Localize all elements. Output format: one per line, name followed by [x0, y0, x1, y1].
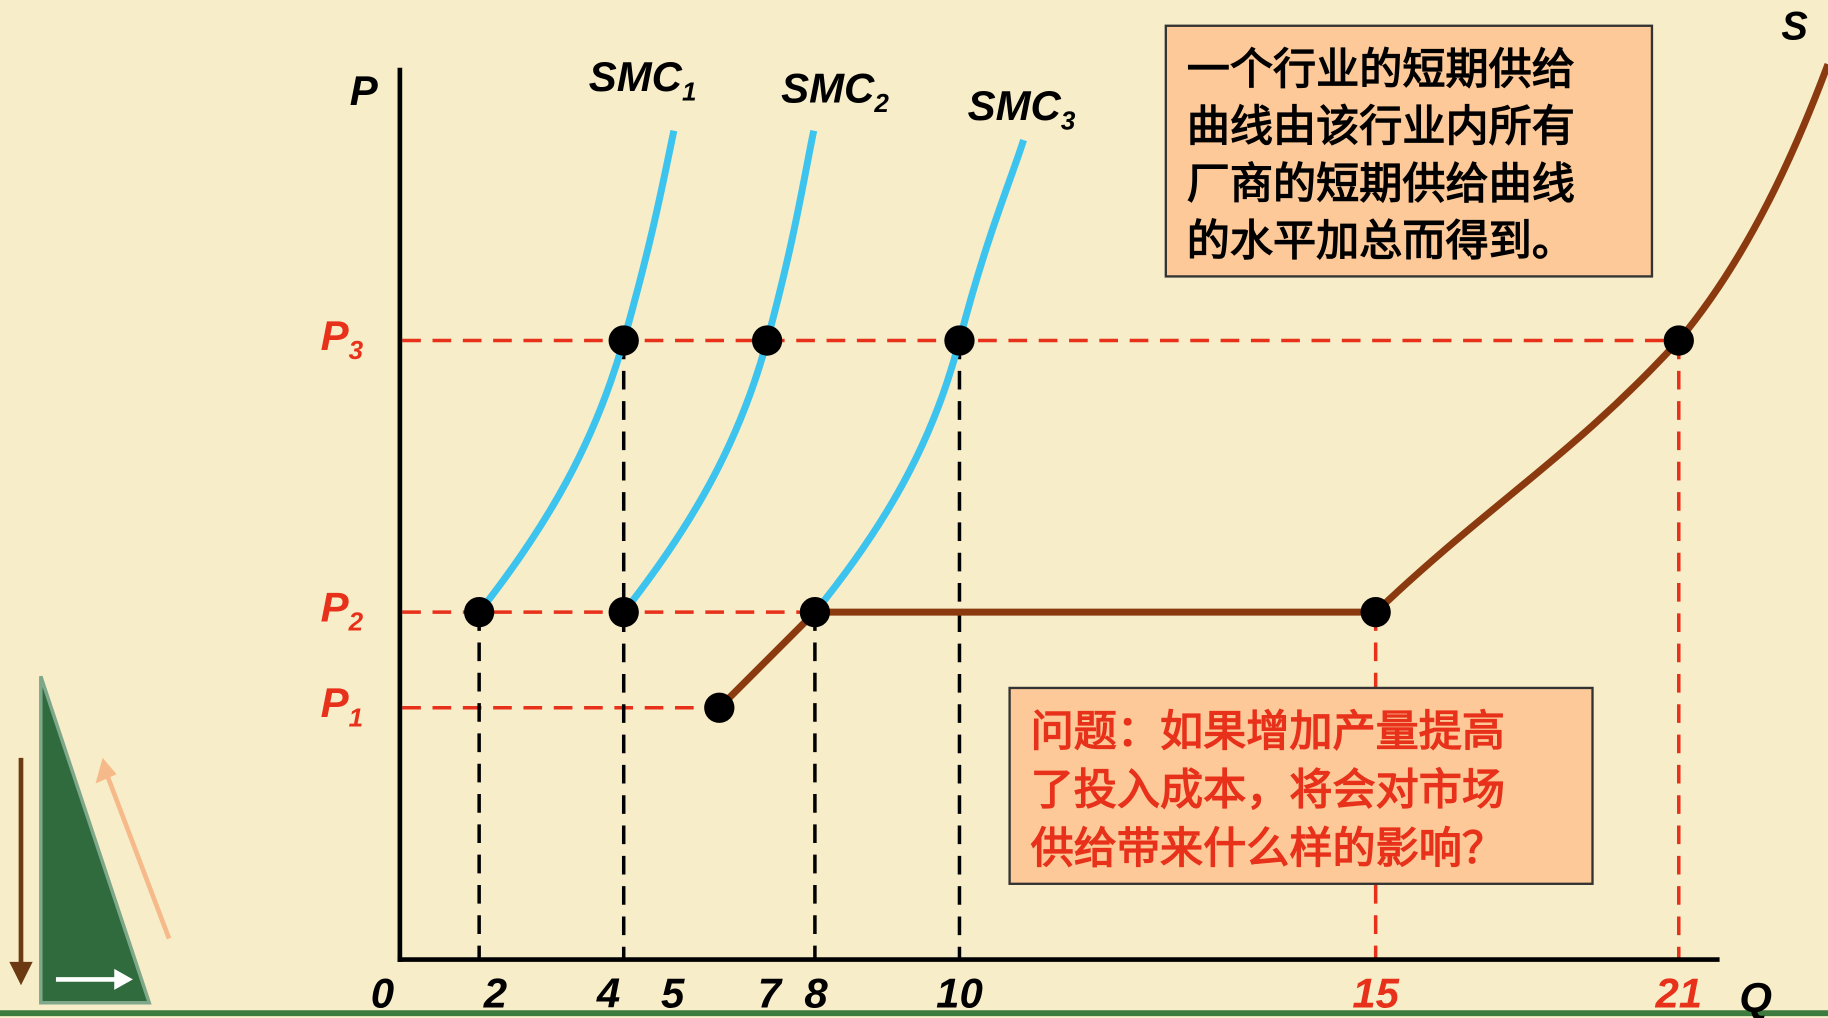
- x-tick-label: 21: [1654, 969, 1702, 1016]
- note-box-line: 曲线由该行业内所有: [1187, 102, 1575, 152]
- equilibrium-point: [463, 597, 495, 628]
- x-tick-label: 4: [596, 969, 620, 1016]
- equilibrium-point: [751, 325, 783, 356]
- curve-label: SMC2: [781, 65, 889, 118]
- equilibrium-point: [704, 692, 735, 723]
- x-tick-label: 2: [483, 969, 507, 1016]
- equilibrium-point: [1663, 325, 1694, 356]
- price-label: P1: [321, 679, 363, 732]
- question-box: [1008, 686, 1594, 885]
- price-label-sub: 1: [349, 702, 363, 732]
- decor-triangle: [39, 675, 152, 1005]
- curve-label: SMC1: [589, 53, 697, 106]
- x-axis-label: Q: [1739, 974, 1772, 1018]
- x-tick-label: 8: [804, 969, 828, 1016]
- price-label: P3: [321, 312, 364, 365]
- decor-arrow: [105, 774, 172, 940]
- price-label-text: P: [321, 679, 350, 726]
- price-label-sub: 2: [348, 607, 364, 637]
- x-tick-label: 5: [661, 969, 685, 1016]
- x-tick-label: 7: [758, 969, 783, 1016]
- curve-label-sub: 3: [1061, 105, 1076, 135]
- equilibrium-point: [799, 597, 831, 628]
- note-box-line: 厂商的短期供给曲线: [1187, 159, 1575, 209]
- question-box-line: 问题：如果增加产量提高: [1031, 707, 1505, 757]
- x-tick-label: 15: [1352, 969, 1399, 1016]
- x-tick-label: 0: [371, 969, 394, 1016]
- equilibrium-point: [1360, 597, 1391, 628]
- curve-label-sub: 1: [682, 76, 696, 106]
- curve-label-text: SMC: [589, 53, 683, 100]
- x-tick-label: 10: [936, 969, 983, 1016]
- question-box-line: 了投入成本，将会对市场: [1031, 766, 1505, 816]
- note-box-line: 的水平加总而得到。: [1187, 216, 1575, 266]
- price-label-sub: 3: [349, 335, 364, 365]
- question-box-line: 供给带来什么样的影响？: [1031, 824, 1505, 874]
- decor-arrowhead: [95, 757, 117, 784]
- y-axis-label: P: [350, 67, 379, 114]
- price-label-text: P: [321, 312, 350, 359]
- supply-label: S: [1781, 5, 1808, 49]
- supply-curve: [716, 63, 1828, 711]
- equilibrium-point: [944, 325, 975, 356]
- curve-label: SMC3: [968, 82, 1076, 135]
- curve-label-text: SMC: [968, 82, 1062, 129]
- equilibrium-point: [608, 325, 639, 356]
- curve-label-text: SMC: [781, 65, 875, 112]
- curve-label-sub: 2: [873, 88, 889, 118]
- price-label: P2: [321, 584, 364, 637]
- note-box: [1164, 24, 1654, 278]
- price-label-text: P: [321, 584, 350, 631]
- decor-arrowhead: [9, 961, 33, 986]
- equilibrium-point: [608, 597, 639, 628]
- note-box-line: 一个行业的短期供给: [1187, 45, 1575, 95]
- decor-arrowhead: [114, 968, 133, 990]
